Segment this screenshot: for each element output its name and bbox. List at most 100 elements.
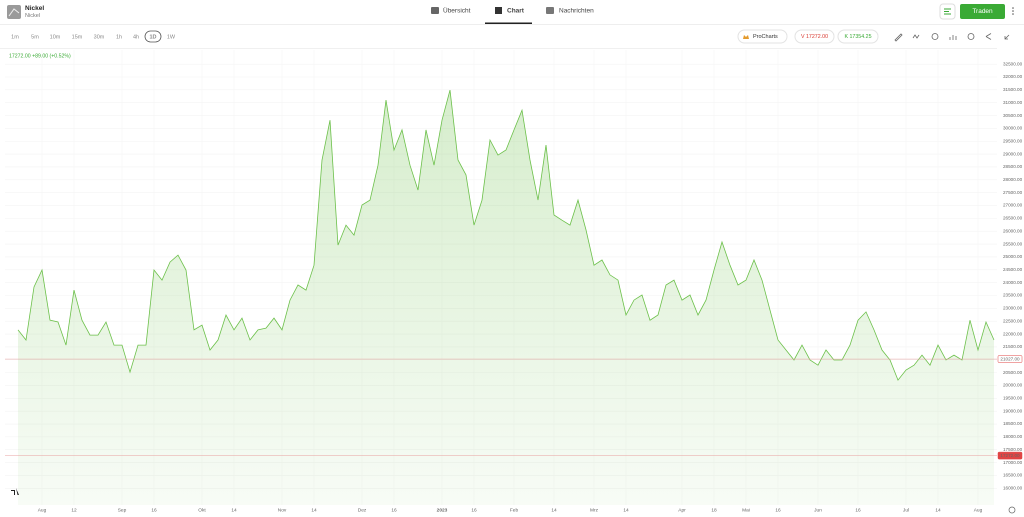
x-tick-label: 16 [151, 507, 157, 513]
y-tick-label: 28500.00 [1003, 164, 1023, 169]
x-tick-label: 18 [711, 507, 717, 513]
price-marker-box [997, 355, 1023, 363]
y-tick-label: 25000.00 [1003, 254, 1023, 259]
x-tick-label: Nov [278, 507, 287, 513]
tab-icon [495, 7, 502, 14]
y-tick-label: 19000.00 [1003, 408, 1023, 413]
x-tick-label: Jun [814, 507, 822, 513]
x-tick-label: Mai [742, 507, 750, 513]
timeframe[interactable]: 1m [11, 34, 19, 40]
y-tick-label: 17500.00 [1003, 447, 1023, 452]
axis-settings[interactable] [1008, 506, 1016, 514]
logo-mark [8, 8, 20, 17]
sell-button[interactable] [794, 29, 835, 44]
x-tick-label: 14 [623, 507, 629, 513]
x-tick-label: Jul [903, 507, 909, 513]
compare-icon[interactable] [949, 35, 957, 40]
x-tick-label: 2023 [437, 507, 448, 513]
timeframe[interactable]: 30m [94, 34, 105, 40]
y-tick-label: 20500.00 [1003, 370, 1023, 375]
subtitle: Nickel [25, 13, 40, 19]
x-tick-label: 16 [471, 507, 477, 513]
tabs: Übersicht Chart Nachrichten [443, 7, 594, 24]
x-tick-label: 16 [391, 507, 397, 513]
timeframe[interactable]: 15m [72, 34, 83, 40]
sell-label: V 17272.00 [801, 34, 828, 40]
tool-icons [894, 33, 1010, 42]
menu-icon [944, 8, 951, 15]
draw-icon[interactable] [894, 33, 903, 42]
x-tick-label: Apr [678, 507, 686, 513]
indicator-icon[interactable] [912, 34, 920, 39]
x-tick-label: 12 [71, 507, 77, 513]
legend-text: 17272.00 +89.00 (+0.52%) [9, 53, 71, 59]
crown-icon [743, 35, 749, 39]
y-tick-label: 16000.00 [1003, 486, 1023, 491]
x-tick-label: Sep [118, 507, 127, 513]
settings-icon[interactable] [931, 33, 939, 40]
y-tick-label: 22000.00 [1003, 331, 1023, 336]
timeframe[interactable]: 4h [133, 34, 139, 40]
tab[interactable]: Nachrichten [559, 8, 594, 15]
clock-icon[interactable] [967, 33, 975, 40]
timeframe[interactable]: 5m [31, 34, 39, 40]
price-marker-label: 21027.00 [1000, 356, 1020, 361]
more [1012, 13, 1014, 15]
timeframe[interactable]: 1D [149, 34, 156, 40]
y-tick-label: 25500.00 [1003, 241, 1023, 246]
buy-button[interactable] [837, 29, 879, 44]
area-fill [18, 90, 994, 505]
timeframes: 1m 5m 10m 15m 30m 1h 4h 1D 1W [11, 30, 176, 43]
expand-icon[interactable] [1004, 34, 1010, 40]
x-tick-label: 14 [551, 507, 557, 513]
y-tick-label: 27000.00 [1003, 203, 1023, 208]
y-tick-label: 26500.00 [1003, 216, 1023, 221]
share-icon[interactable] [985, 33, 992, 40]
x-tick-label: Mrz [590, 507, 599, 513]
timeframe[interactable]: 1W [167, 34, 176, 40]
x-tick-label: 14 [231, 507, 237, 513]
buy-label: K 17354.25 [844, 34, 871, 40]
x-tick-label: Dez [358, 507, 367, 513]
x-tick-label: Aug [38, 507, 47, 513]
y-tick-label: 23500.00 [1003, 293, 1023, 298]
price-line [17, 89, 995, 381]
y-tick-label: 24000.00 [1003, 280, 1023, 285]
tab-icon [431, 7, 439, 14]
y-tick-label: 26000.00 [1003, 228, 1023, 233]
trade-label: Traden [972, 8, 993, 15]
y-tick-label: 29000.00 [1003, 151, 1023, 156]
tab[interactable]: Übersicht [443, 7, 471, 15]
y-tick-label: 31000.00 [1003, 100, 1023, 105]
y-tick-label: 32000.00 [1003, 74, 1023, 79]
tab-icon [546, 7, 554, 14]
y-tick-label: 24500.00 [1003, 267, 1023, 272]
y-tick-label: 29500.00 [1003, 138, 1023, 143]
more [1012, 10, 1014, 12]
y-tick-label: 27500.00 [1003, 190, 1023, 195]
price-marker-label: 17272.00 [1000, 453, 1020, 458]
timeframe[interactable]: 10m [50, 34, 61, 40]
x-tick-label: 16 [775, 507, 781, 513]
x-tick-label: Okt [198, 507, 206, 513]
more[interactable] [1012, 7, 1014, 9]
y-tick-label: 22500.00 [1003, 318, 1023, 323]
procharts-button[interactable] [737, 29, 788, 44]
y-tick-label: 30000.00 [1003, 126, 1023, 131]
procharts-label: ProCharts [753, 34, 778, 40]
trade-button[interactable] [960, 4, 1005, 19]
tab[interactable]: Chart [507, 8, 525, 15]
tab-underline [485, 22, 532, 24]
y-tick-label: 18000.00 [1003, 434, 1023, 439]
y-tick-label: 32500.00 [1003, 61, 1023, 66]
timeframe-selected [144, 30, 162, 43]
y-tick-label: 28000.00 [1003, 177, 1023, 182]
y-tick-label: 16500.00 [1003, 473, 1023, 478]
y-tick-label: 19500.00 [1003, 396, 1023, 401]
timeframe[interactable]: 1h [116, 34, 122, 40]
y-tick-label: 20000.00 [1003, 383, 1023, 388]
y-tick-label: 23000.00 [1003, 306, 1023, 311]
x-tick-label: Aug [974, 507, 983, 513]
